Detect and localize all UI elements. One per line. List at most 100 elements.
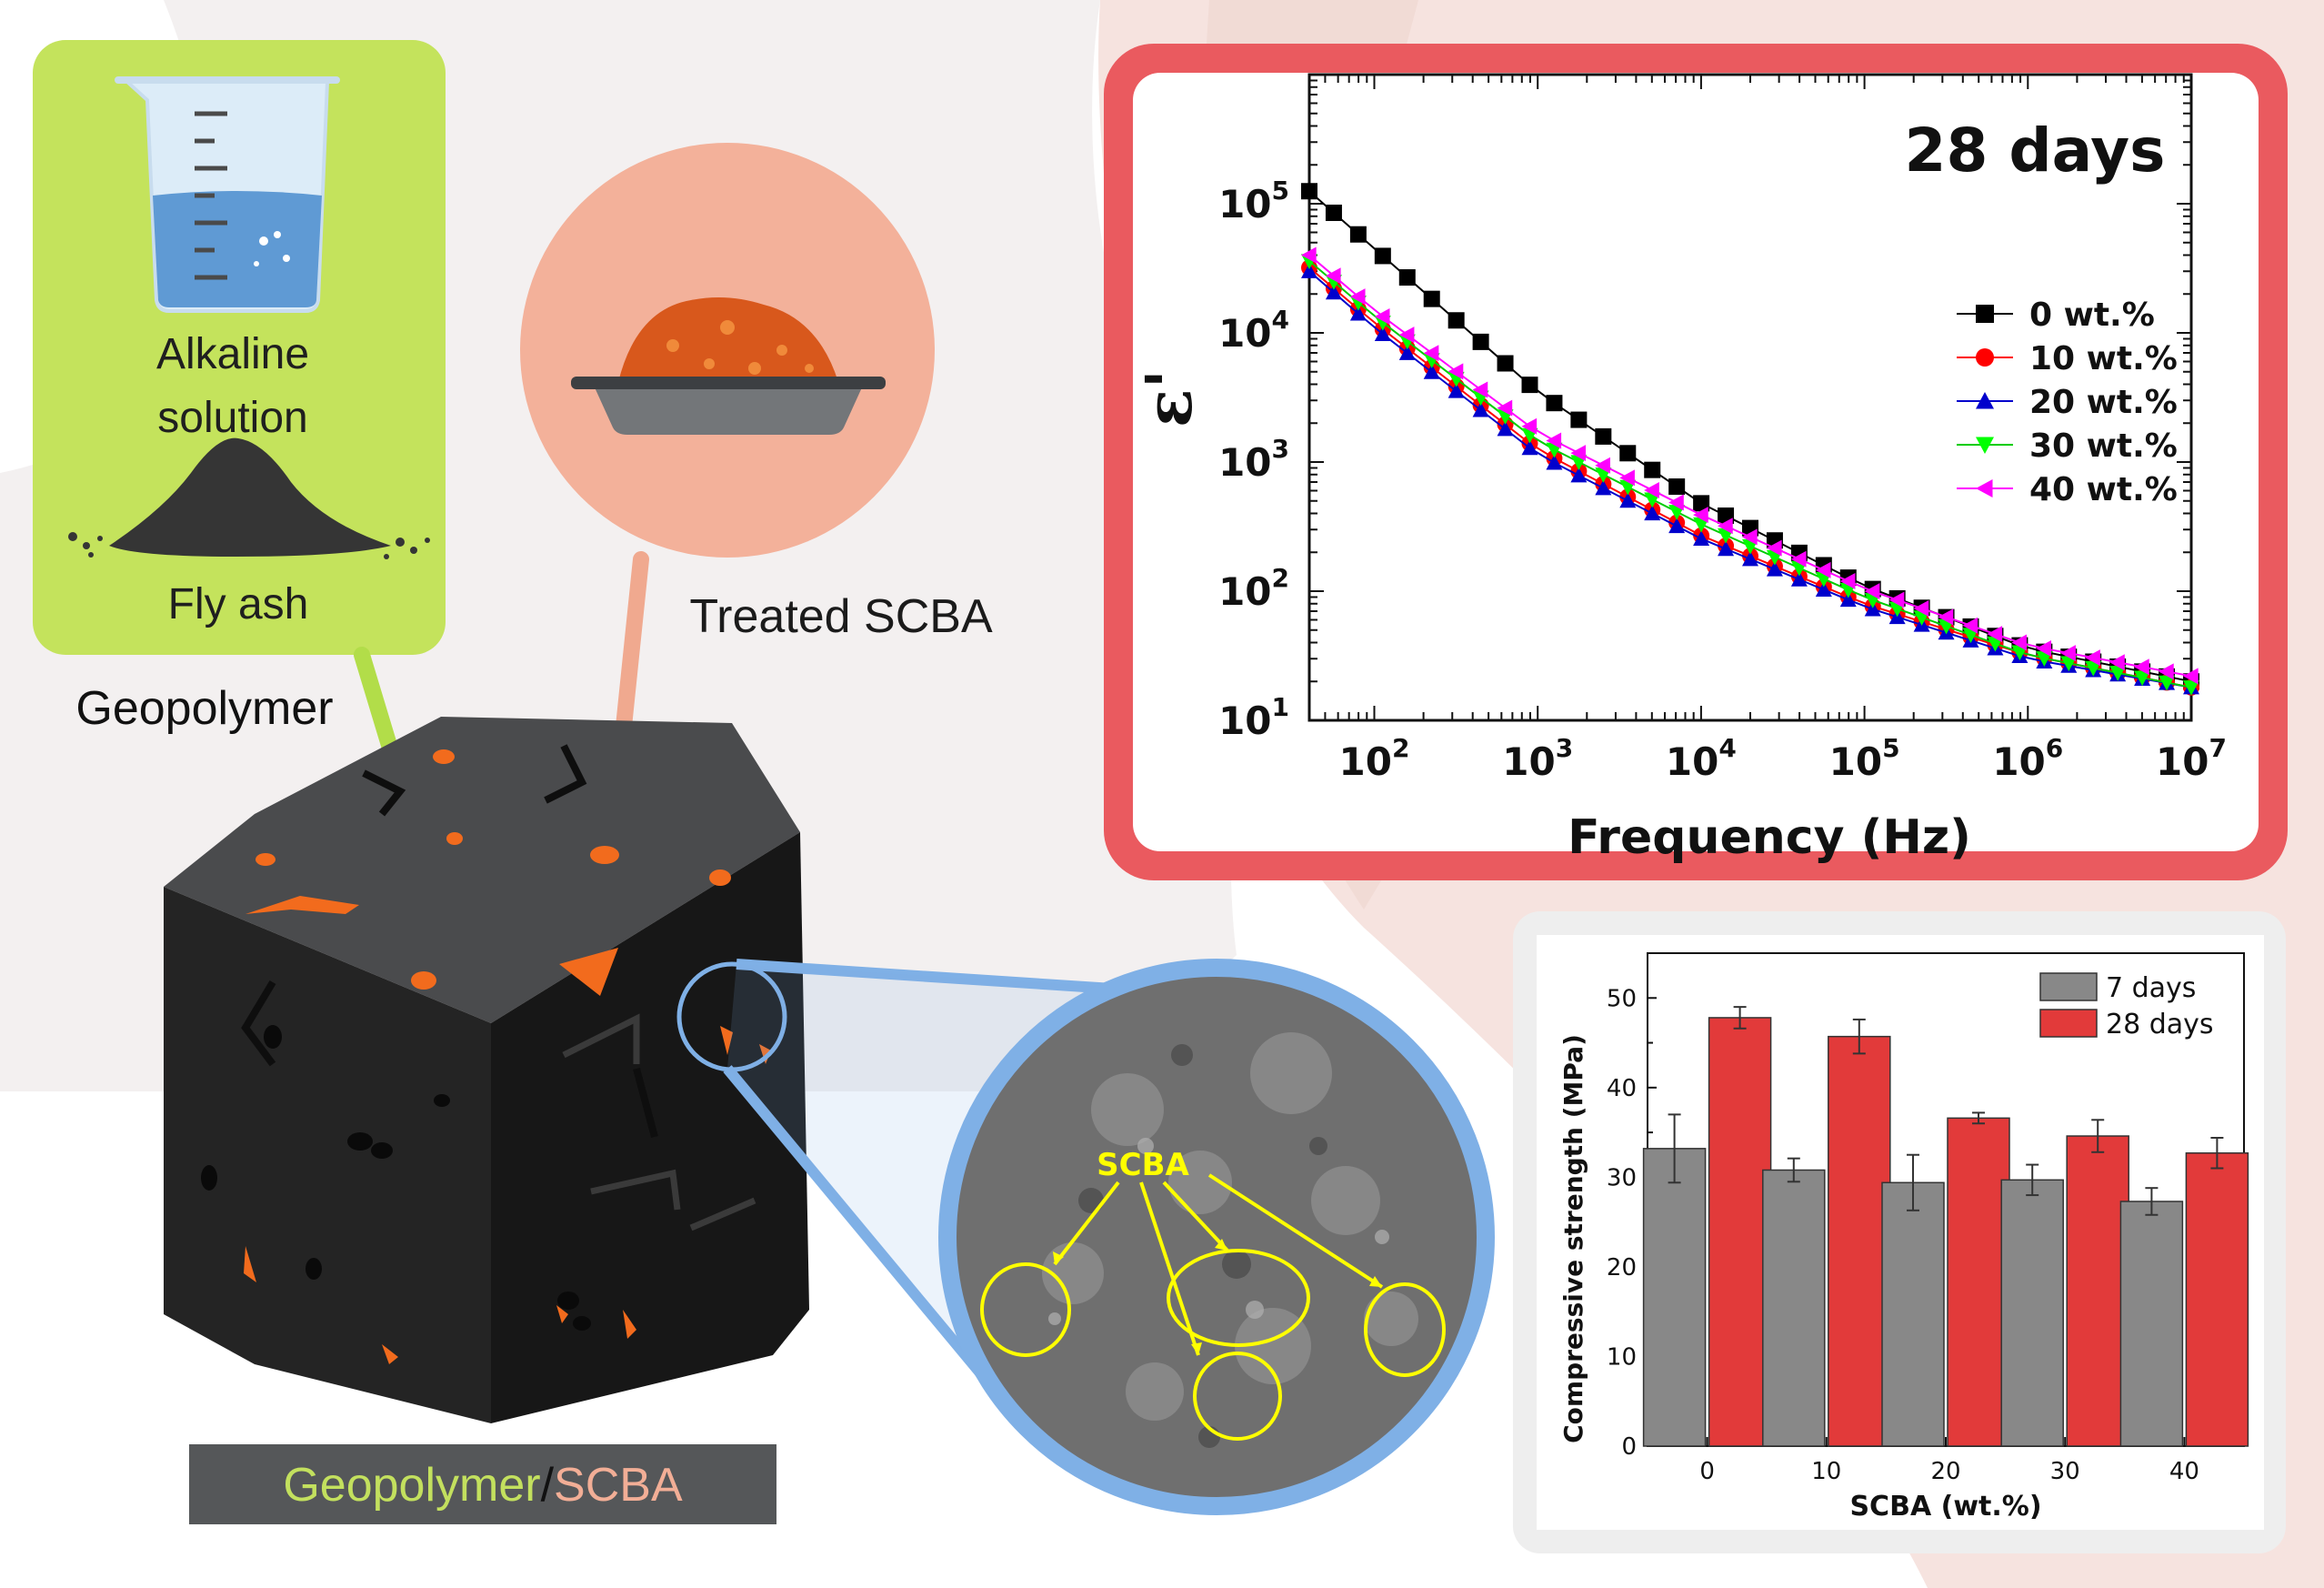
dielectric-data-point <box>1864 583 1880 600</box>
caption-geopolymer: Geopolymer <box>283 1459 540 1512</box>
strength-y-tick-label: 0 <box>1621 1433 1637 1461</box>
dielectric-chart-title: 28 days <box>1905 116 2166 186</box>
dielectric-data-point <box>1398 345 1416 360</box>
strength-bar <box>1947 1117 2010 1447</box>
dielectric-x-tick-label: 106 <box>1992 733 2063 784</box>
strength-y-tick-label: 30 <box>1607 1164 1637 1191</box>
dielectric-data-point <box>1742 528 1758 546</box>
dielectric-data-point <box>1349 288 1366 306</box>
dielectric-data-point <box>1644 481 1659 498</box>
dielectric-data-point <box>1644 461 1661 478</box>
dielectric-data-point <box>1766 560 1783 577</box>
dielectric-data-point <box>1962 617 1978 634</box>
dielectric-data-point <box>1595 457 1610 474</box>
dielectric-data-point <box>2134 658 2149 676</box>
strength-bar <box>2119 1201 2184 1447</box>
dielectric-data-point <box>1301 183 1317 200</box>
cube-top-face <box>164 717 800 1023</box>
beaker-icon <box>115 76 340 313</box>
dielectric-data-point <box>2060 645 2076 662</box>
dielectric-data-point <box>2109 666 2127 681</box>
dielectric-data-point <box>2109 654 2125 671</box>
strength-bar <box>1642 1148 1707 1447</box>
dielectric-data-point <box>1718 540 1735 557</box>
dielectric-data-point <box>1644 505 1661 521</box>
dielectric-x-tick-label: 103 <box>1502 733 1573 784</box>
dielectric-data-point <box>1374 307 1390 325</box>
strength-legend-label: 28 days <box>2106 1009 2214 1040</box>
dielectric-legend-label: 30 wt.% <box>2029 427 2178 465</box>
strength-bar <box>1762 1169 1826 1447</box>
strength-x-tick-label: 20 <box>1930 1458 1960 1485</box>
dielectric-data-point <box>1374 326 1391 341</box>
dielectric-data-point <box>1349 305 1367 321</box>
strength-x-tick-label: 0 <box>1699 1458 1715 1485</box>
dielectric-data-point <box>1447 382 1465 398</box>
strength-x-tick-label: 10 <box>1811 1458 1841 1485</box>
dielectric-data-point <box>1790 550 1807 568</box>
dielectric-data-point <box>1472 333 1489 350</box>
dielectric-data-point <box>1325 284 1342 300</box>
strength-bar <box>2000 1179 2064 1447</box>
strength-y-tick-label: 40 <box>1607 1075 1637 1102</box>
dielectric-data-point <box>1718 518 1733 535</box>
alkaline-label-line2: solution <box>157 394 307 442</box>
dielectric-data-point <box>2159 663 2174 680</box>
geopolymer-cube <box>164 717 809 1423</box>
dielectric-data-point <box>1546 454 1563 470</box>
dielectric-data-point <box>1570 467 1588 483</box>
dielectric-x-axis-label: Frequency (Hz) <box>1568 810 1971 865</box>
dielectric-legend-marker <box>1976 437 1994 454</box>
dielectric-legend-marker <box>1976 479 1993 498</box>
strength-x-axis-label: SCBA (wt.%) <box>1849 1491 2041 1523</box>
strength-chart: SCBA (wt.%) Compressive strength (MPa) 0… <box>1558 952 2249 1523</box>
dielectric-data-point <box>1668 478 1686 496</box>
caption-separator: / <box>541 1459 555 1512</box>
dielectric-data-point <box>1693 507 1708 524</box>
dielectric-data-point <box>1815 561 1831 578</box>
geopolymer-label: Geopolymer <box>75 682 333 735</box>
dielectric-data-point <box>1472 381 1488 398</box>
dielectric-data-point <box>1815 581 1832 597</box>
dielectric-data-point <box>1423 345 1439 362</box>
sem-annotations: SCBA <box>980 1147 1446 1441</box>
dielectric-data-point <box>1668 494 1684 511</box>
dielectric-data-point <box>2159 675 2176 691</box>
dielectric-data-point <box>1888 591 1905 608</box>
dielectric-data-point <box>1521 377 1538 394</box>
dielectric-data-point <box>1325 204 1342 221</box>
dielectric-data-point <box>2183 668 2199 685</box>
dielectric-data-point <box>1693 495 1710 512</box>
dielectric-x-tick-label: 102 <box>1339 733 1410 784</box>
dielectric-data-point <box>1423 290 1440 307</box>
dielectric-y-tick-label: 103 <box>1218 434 1289 485</box>
dielectric-data-point <box>2134 670 2151 687</box>
dielectric-data-point <box>1472 401 1489 417</box>
dielectric-data-point <box>1595 479 1612 496</box>
alkaline-label-line1: Alkaline <box>156 330 309 378</box>
strength-legend-swatch <box>2039 972 2098 1001</box>
dielectric-data-point <box>2036 640 2051 658</box>
cube-orange-inclusions <box>244 749 771 1364</box>
dielectric-legend-label: 40 wt.% <box>2029 471 2178 508</box>
dielectric-data-point <box>1742 550 1758 567</box>
dielectric-data-point <box>2060 656 2078 672</box>
dielectric-data-point <box>1570 411 1588 428</box>
dielectric-y-tick-label: 102 <box>1218 563 1289 614</box>
dielectric-data-point <box>1790 571 1808 587</box>
dielectric-data-point <box>1447 312 1465 329</box>
scba-dish-icon <box>571 296 886 435</box>
strength-x-tick-label: 40 <box>2169 1458 2199 1485</box>
dielectric-data-point <box>1546 395 1563 412</box>
dielectric-data-point <box>1423 364 1440 379</box>
sem-scba-label: SCBA <box>1097 1147 1189 1183</box>
materials-panel <box>33 40 446 655</box>
strength-legend-label: 7 days <box>2106 972 2196 1004</box>
dielectric-data-point <box>1447 363 1464 380</box>
dielectric-data-point <box>1325 267 1341 285</box>
dielectric-data-point <box>1521 417 1538 435</box>
dielectric-legend-label: 0 wt.% <box>2029 296 2155 334</box>
dielectric-panel <box>1133 73 2259 851</box>
cube-cracks <box>241 744 658 1139</box>
